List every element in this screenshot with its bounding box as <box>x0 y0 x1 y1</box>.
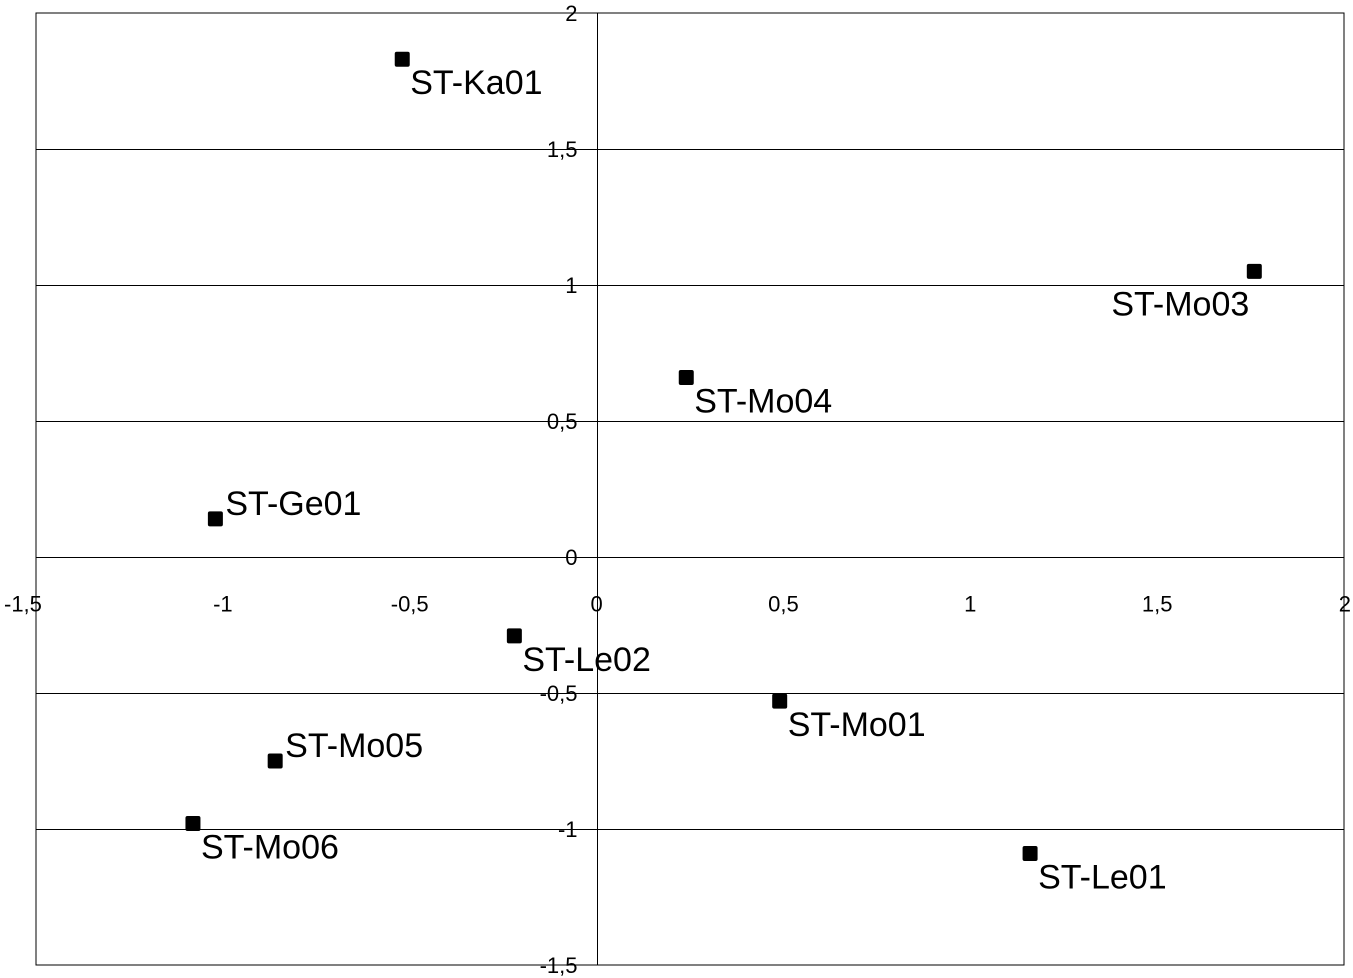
point-label: ST-Ge01 <box>225 485 361 523</box>
point-label: ST-Mo06 <box>201 829 339 867</box>
data-point <box>394 51 410 67</box>
point-labels: ST-Ka01 ST-Mo03 ST-Mo04 ST-Ge01 ST-Le02 ST-Mo… <box>201 64 1249 896</box>
y-tick-label: -1,5 <box>540 953 578 978</box>
x-tick-label: 0 <box>590 592 602 617</box>
x-tick-label: -1,5 <box>4 592 42 617</box>
axes <box>36 13 1344 965</box>
point-label: ST-Ka01 <box>410 64 542 102</box>
y-tick-label: -0,5 <box>540 681 578 706</box>
point-label: ST-Le01 <box>1038 858 1167 896</box>
point-label: ST-Mo05 <box>285 727 423 765</box>
data-point <box>267 753 283 769</box>
data-point <box>772 693 788 709</box>
x-tick-label: 2 <box>1339 592 1351 617</box>
gridlines <box>36 149 1344 830</box>
x-tick-label: 0,5 <box>768 592 799 617</box>
plot-area-frame <box>35 12 1345 966</box>
y-tick-label: 1 <box>565 273 577 298</box>
x-tick-label: -1 <box>213 592 233 617</box>
y-tick-label: 1,5 <box>547 137 578 162</box>
x-tick-label: 1 <box>964 592 976 617</box>
tick-labels: -1,5 -1 -0,5 0 0,5 1 1,5 2 -1,5 -1 -0,5 0 0,5 1 1,5 2 <box>4 1 1351 978</box>
data-point <box>506 628 522 644</box>
data-point <box>207 511 223 527</box>
point-label: ST-Mo03 <box>1111 285 1249 323</box>
data-point <box>185 816 201 832</box>
point-label: ST-Le02 <box>522 641 651 679</box>
y-tick-label: 0,5 <box>547 409 578 434</box>
data-point <box>678 369 694 385</box>
x-tick-label: 1,5 <box>1142 592 1173 617</box>
data-point <box>1246 263 1262 279</box>
y-tick-label: 0 <box>565 545 577 570</box>
y-tick-label: 2 <box>565 1 577 26</box>
data-point <box>1022 845 1038 861</box>
y-tick-label: -1 <box>558 817 578 842</box>
point-label: ST-Mo01 <box>788 706 926 744</box>
x-tick-label: -0,5 <box>391 592 429 617</box>
point-label: ST-Mo04 <box>694 382 832 420</box>
data-points <box>185 51 1262 861</box>
